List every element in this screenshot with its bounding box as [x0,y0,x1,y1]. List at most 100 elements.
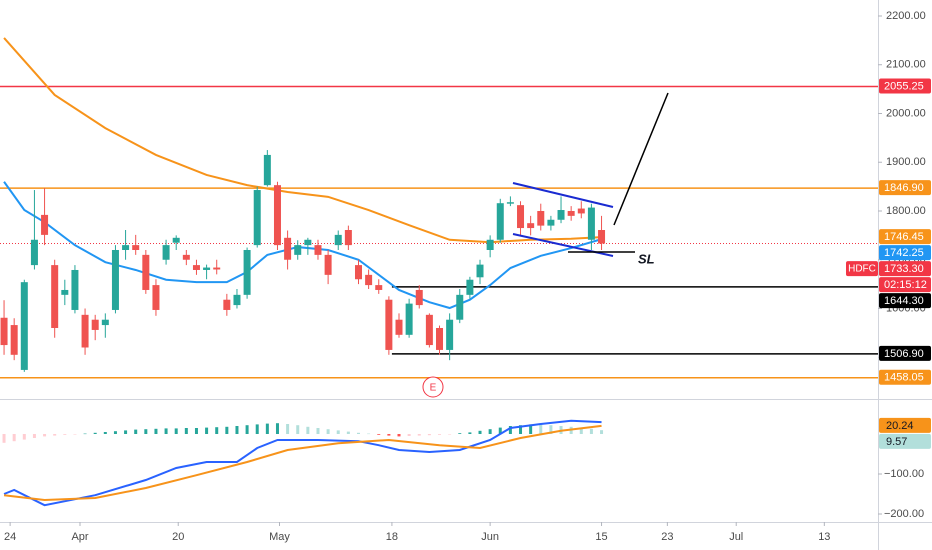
price-label: 1733.30 [884,263,924,275]
histogram-bar [43,434,47,437]
histogram-bar [589,428,593,434]
histogram-bar [397,434,401,437]
candle-body [243,249,251,295]
x-tick-label: 20 [172,531,184,543]
candle-body [41,214,49,235]
histogram-bar [549,425,553,434]
candle-body [446,319,454,350]
price-label-box [879,261,931,277]
x-tick-label: Apr [71,531,88,543]
symbol-tag-box [846,261,878,277]
histogram-bar [579,427,583,434]
histogram-bar [468,432,472,434]
histogram-bar [93,432,97,434]
y-tick-label: −200.00 [884,508,924,520]
histogram-bar [356,432,360,434]
histogram-bar [194,428,198,434]
histogram-bar [215,427,219,434]
moving-average [3,37,602,244]
candle-body [132,245,140,250]
indicator-label: 9.57 [886,436,907,448]
candle-body [324,254,332,275]
candle-body [587,207,595,240]
candle-body [547,219,555,226]
candle-body [567,210,575,216]
candle-body [192,265,200,270]
macd-line [3,424,602,502]
price-label: 1458.05 [884,372,924,384]
candle-body [517,205,525,229]
histogram-bar [448,434,452,435]
candle-body [101,319,109,326]
candle-body [10,325,18,355]
histogram-bar [367,433,371,435]
candle-body [172,237,180,243]
histogram-bar [326,429,330,434]
candle-body [334,234,342,246]
candle-body [263,154,271,186]
candle-body [537,210,545,226]
histogram-bar [387,434,391,436]
candle-body [71,269,79,310]
candle-body [0,317,8,346]
histogram-bar [63,434,67,435]
histogram-bar [296,425,300,434]
candle-body [598,230,606,244]
candle-body [425,314,433,346]
candle-body [466,279,474,295]
histogram-bar [225,426,229,434]
histogram-bar [184,428,188,434]
histogram-bar [336,430,340,434]
price-label-box [879,369,931,385]
countdown-box [879,277,931,293]
candle-body [223,299,231,310]
candle-body [456,294,464,320]
candle-body [91,319,99,330]
histogram-bar [12,434,16,442]
candle-body [182,254,190,260]
candle-body [344,230,352,246]
candle-body [284,237,292,260]
candle-body [577,208,585,214]
candle-body [486,239,494,250]
histogram-bar [488,429,492,434]
earnings-marker[interactable] [422,376,444,398]
candle-body [354,265,362,280]
x-tick-label: Jul [729,531,743,543]
x-tick-label: 18 [386,531,398,543]
y-tick-label: 2000.00 [886,107,926,119]
histogram-bar [124,430,128,434]
candle-body [506,202,514,204]
y-tick-label: 2100.00 [886,59,926,71]
histogram-bar [134,429,138,434]
histogram-bar [316,428,320,434]
histogram-bar [438,434,442,435]
candle-body [203,267,211,270]
histogram-bar [174,428,178,434]
candle-body [304,239,312,246]
histogram-bar [508,426,512,434]
histogram-bar [22,434,26,440]
x-tick-label: 15 [595,531,607,543]
candle-body [476,264,484,278]
moving-average [3,181,602,310]
candle-body [51,265,59,328]
y-tick-label: −100.00 [884,468,924,480]
indicator-label: 20.24 [886,420,914,432]
candle-body [385,299,393,350]
x-tick-label: 23 [661,531,673,543]
histogram-bar [377,434,381,435]
histogram-bar [32,434,36,438]
histogram-bar [478,430,482,434]
candle-body [375,285,383,290]
drawings: SL E [422,92,669,398]
trend-line [512,182,614,208]
candle-body [415,289,423,306]
y-tick-label: 2200.00 [886,10,926,22]
histogram-bar [519,425,523,434]
histogram-bar [427,434,431,436]
histogram-bar [2,434,6,443]
